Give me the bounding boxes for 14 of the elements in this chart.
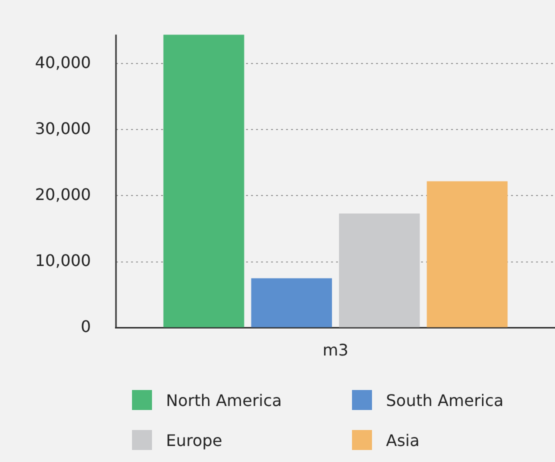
y-tick-label: 0 <box>80 316 91 336</box>
legend-label: Europe <box>166 430 222 450</box>
bar <box>426 181 508 328</box>
bar <box>251 278 332 328</box>
bar <box>339 214 420 328</box>
y-tick-label: 20,000 <box>35 184 91 204</box>
legend-label: North America <box>166 390 282 410</box>
x-tick-label: m3 <box>322 340 348 360</box>
y-tick-label: 40,000 <box>35 52 91 72</box>
legend-label: South America <box>386 390 504 410</box>
y-tick-label: 30,000 <box>35 118 91 138</box>
y-tick-label: 10,000 <box>35 250 91 270</box>
bar <box>163 34 244 328</box>
legend-label: Asia <box>386 430 420 450</box>
